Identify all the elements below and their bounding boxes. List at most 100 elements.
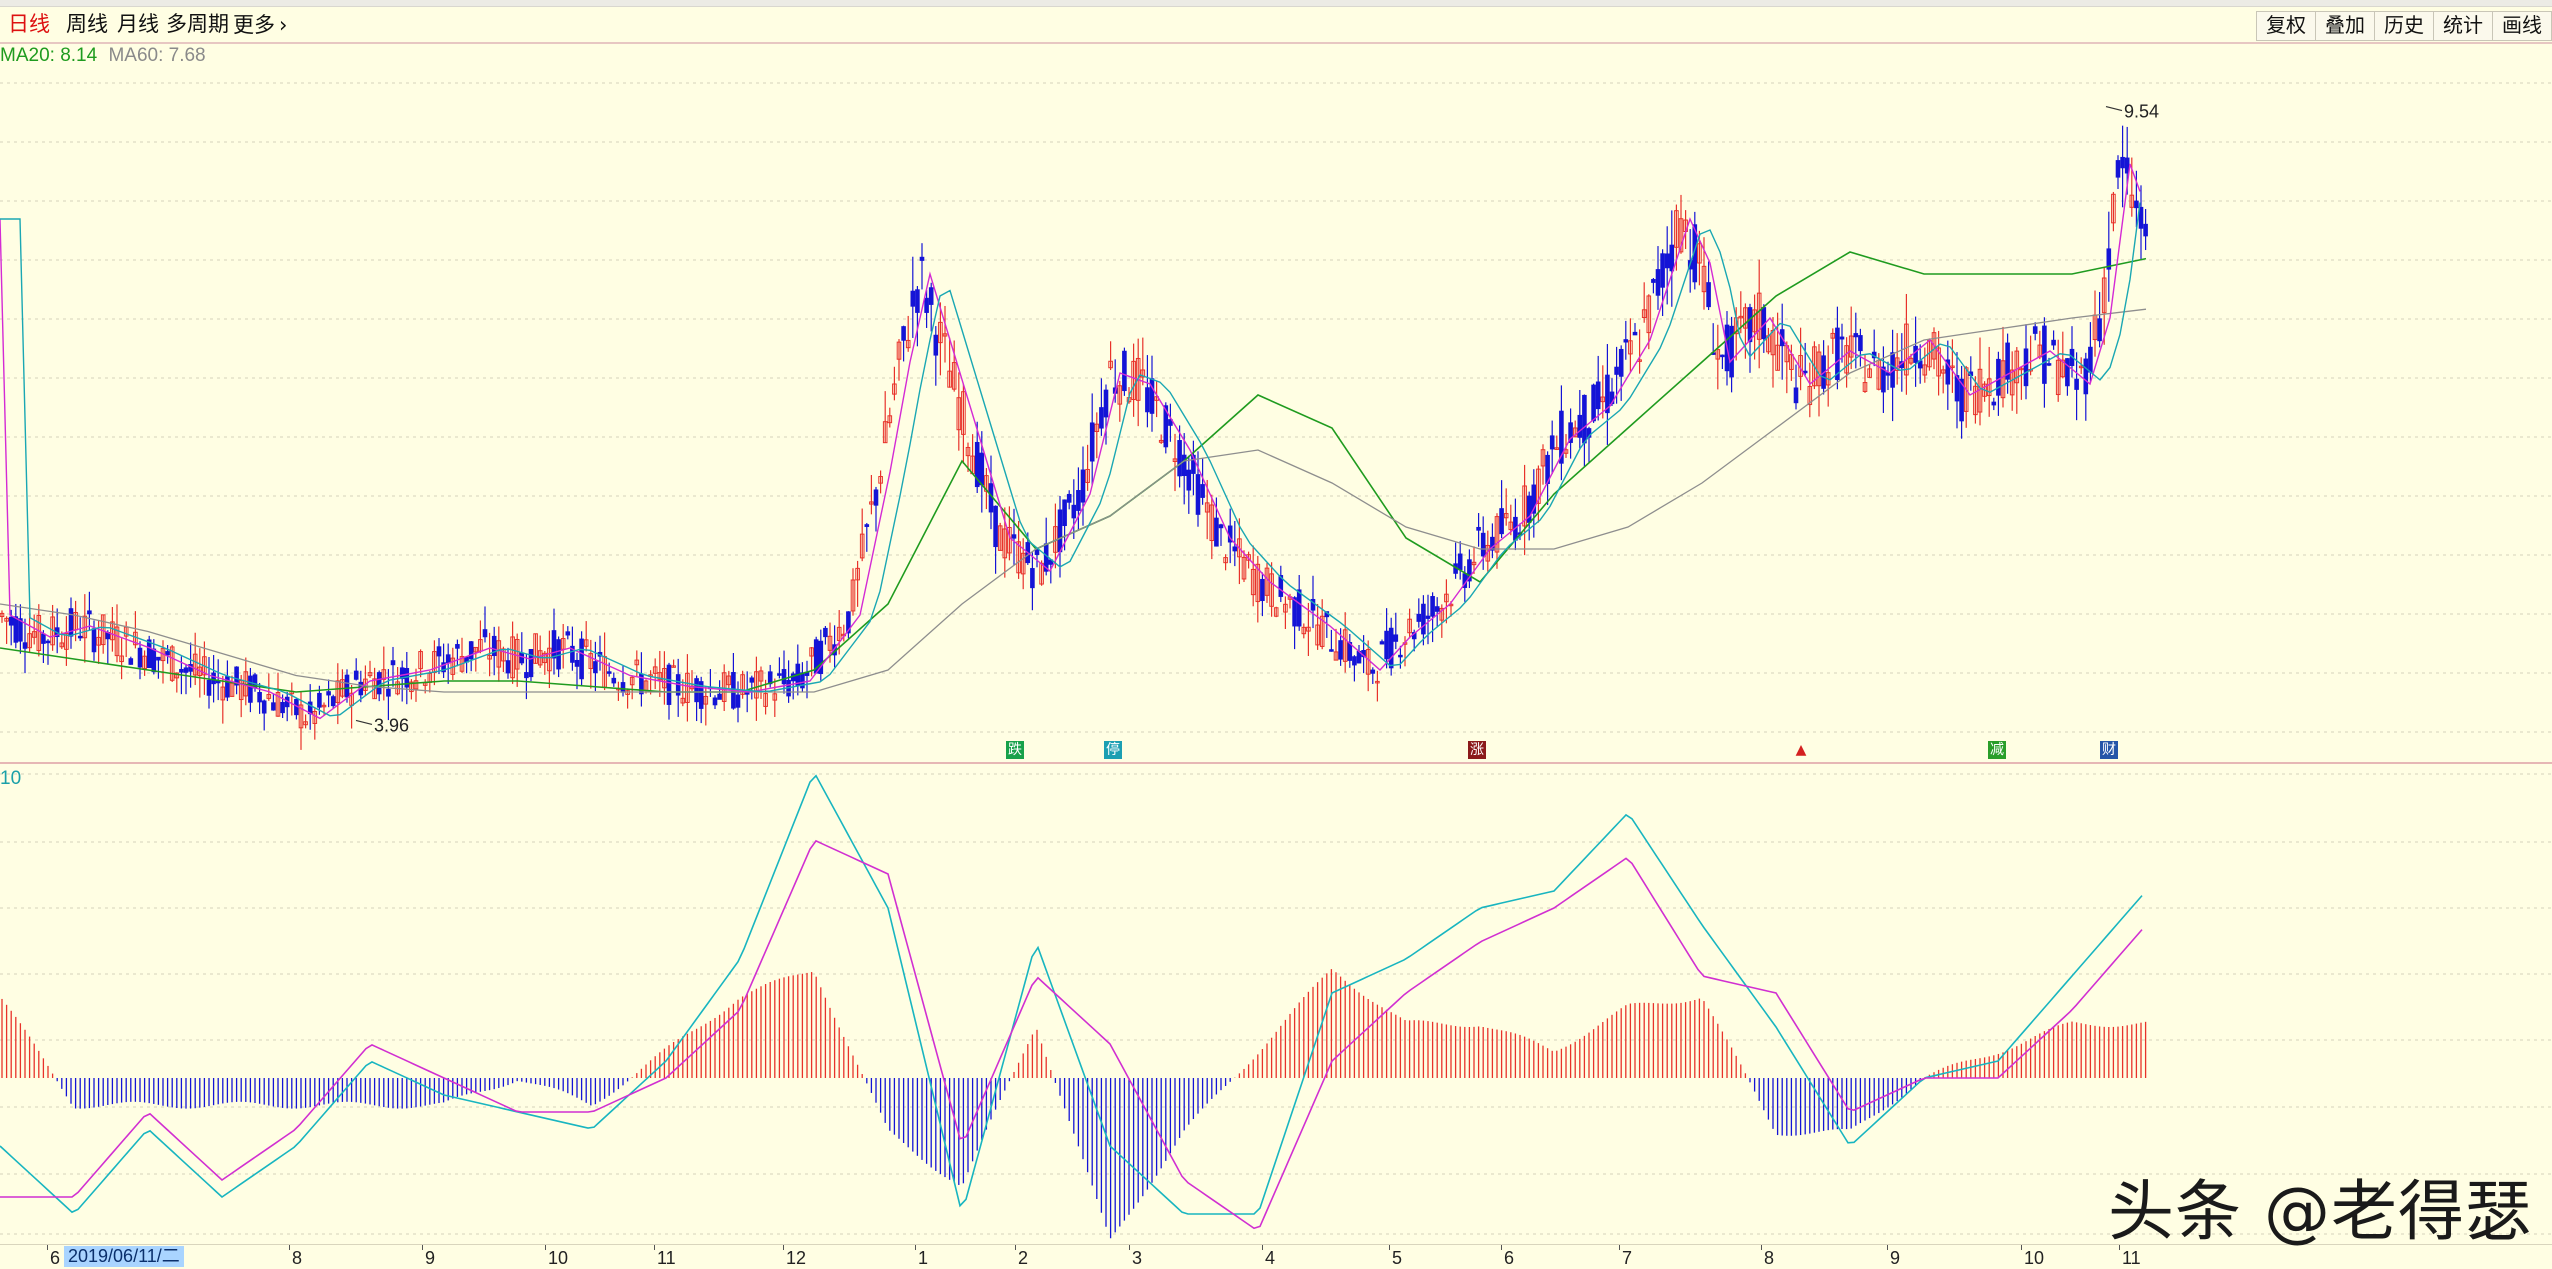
month-tick [1389, 1245, 1390, 1250]
tab-multi-period[interactable]: 多周期 [166, 13, 229, 36]
event-marker[interactable]: 涨 [1468, 741, 1486, 759]
overlay-button[interactable]: 叠加 [2315, 11, 2374, 41]
candle-body [1816, 351, 1822, 387]
candle-body [418, 651, 423, 670]
candle-body [505, 660, 511, 674]
month-tick-label: 4 [1265, 1248, 1276, 1268]
drawing-button[interactable]: 画线 [2492, 11, 2552, 41]
tab-monthly[interactable]: 月线 [117, 13, 159, 36]
month-tick-label: 10 [2024, 1248, 2045, 1268]
low-price-label: 3.96 [374, 715, 409, 735]
candle-body [1375, 680, 1380, 684]
event-marker[interactable]: 停 [1104, 741, 1122, 759]
candle-body [2046, 363, 2052, 366]
candle-body [1379, 641, 1385, 645]
event-marker[interactable]: ▲ [1795, 742, 1807, 758]
month-tick-label: 12 [786, 1248, 807, 1268]
candle-body [1292, 597, 1297, 627]
candle-body [445, 654, 451, 664]
candle-body [896, 341, 902, 360]
event-marker[interactable]: 减 [1988, 741, 2006, 759]
candle-body [114, 626, 120, 657]
candle-body [1384, 630, 1389, 660]
candle-body [27, 633, 32, 649]
candle-body [326, 691, 331, 696]
candle-body [1117, 385, 1123, 405]
macd-chart[interactable] [0, 764, 2552, 1244]
restore-rights-button[interactable]: 复权 [2256, 11, 2315, 41]
candle-body [41, 633, 46, 644]
tab-weekly[interactable]: 周线 [66, 13, 108, 36]
candle-body [864, 524, 870, 527]
candle-body [1393, 634, 1399, 642]
candle-body [703, 695, 709, 705]
month-tick-label: 11 [657, 1248, 676, 1268]
candle-body [570, 645, 575, 663]
candle-body [1273, 607, 1279, 617]
candlestick-chart[interactable]: 9.54 3.96 [0, 68, 2552, 762]
candle-body [1531, 484, 1537, 514]
candle-body [818, 640, 824, 675]
candle-body [1131, 360, 1136, 401]
candle-body [1467, 559, 1472, 582]
candle-body [473, 646, 479, 653]
candle-body [928, 287, 934, 305]
more-menu[interactable]: 更多 › [233, 12, 287, 39]
candle-body [1085, 468, 1090, 483]
candle-body [77, 635, 83, 639]
candle-body [951, 362, 957, 390]
candle-body [1931, 332, 1937, 360]
month-tick-label: 7 [1622, 1248, 1633, 1268]
candle-body [211, 672, 216, 685]
candle-body [367, 672, 373, 677]
candle-body [1145, 387, 1150, 413]
candle-body [905, 339, 911, 349]
candle-body [1283, 603, 1288, 613]
candle-body [1108, 360, 1113, 369]
candle-body [809, 647, 814, 657]
candle-body [2124, 157, 2130, 174]
candle-body [1163, 405, 1169, 448]
candle-body [1057, 509, 1063, 553]
candle-body [1168, 419, 1173, 426]
candle-body [0, 612, 5, 618]
candle-body [386, 688, 391, 697]
candle-body [1264, 567, 1270, 596]
candle-body [1278, 575, 1284, 597]
candle-body [1991, 401, 1997, 406]
month-tick-label: 1 [918, 1248, 929, 1268]
event-marker[interactable]: 财 [2100, 741, 2118, 759]
candle-body [1701, 265, 1707, 293]
candle-body [1623, 339, 1629, 343]
candle-body [2078, 365, 2084, 369]
candle-body [110, 621, 115, 641]
candle-body [850, 579, 856, 612]
candle-body [1434, 606, 1440, 612]
candle-body [1319, 615, 1325, 647]
date-axis: 2019/06/11/二 6 8 9 10 11 12 1 2 3 4 5 6 7 8 9 10 11 [0, 1244, 2552, 1268]
candle-body [2032, 326, 2038, 334]
candle-body [2065, 358, 2070, 387]
candle-body [919, 256, 925, 261]
event-marker[interactable]: 跌 [1006, 741, 1024, 759]
candle-body [859, 533, 865, 559]
candle-body [1940, 369, 1946, 374]
tab-daily[interactable]: 日线 [8, 13, 50, 36]
month-tick [2119, 1245, 2120, 1250]
candle-body [91, 628, 97, 653]
statistics-button[interactable]: 统计 [2433, 11, 2492, 41]
candle-body [1416, 613, 1422, 622]
chart-toolbar: 日线 周线 月线 多周期 更多 › 复权 叠加 历史 统计 画线 [0, 0, 2552, 44]
candle-body [961, 391, 966, 435]
candle-body [2074, 378, 2079, 390]
candle-body [8, 616, 14, 626]
candle-body [1858, 335, 1863, 352]
candle-body [2088, 346, 2093, 373]
month-tick-label: 3 [1132, 1248, 1143, 1268]
candle-body [721, 672, 727, 702]
candle-body [1158, 439, 1164, 443]
history-button[interactable]: 历史 [2374, 11, 2433, 41]
candle-body [1011, 534, 1017, 539]
candle-body [335, 680, 341, 703]
candle-body [2014, 350, 2020, 384]
